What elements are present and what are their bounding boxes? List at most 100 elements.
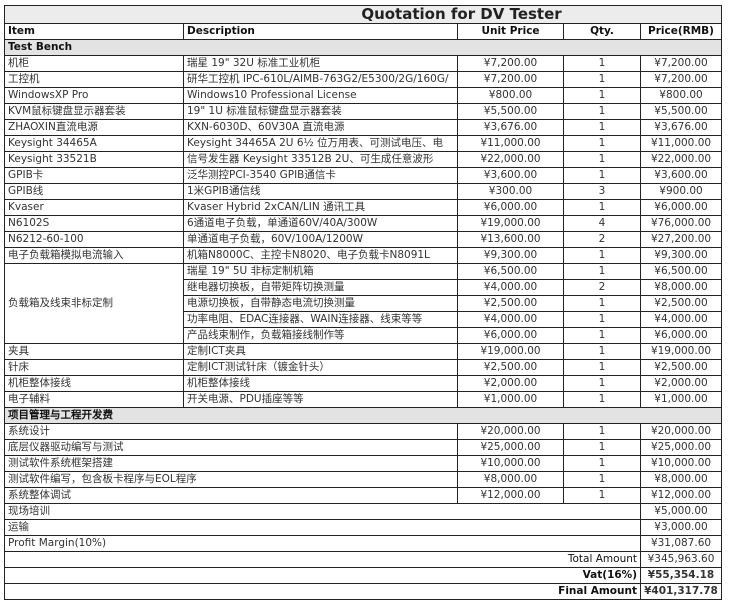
qty-cell[interactable]: 1 — [563, 327, 641, 344]
item-cell[interactable]: 底层仪器驱动编写与测试 — [4, 439, 458, 456]
unit-price-cell[interactable]: ¥8,000.00 — [457, 471, 564, 488]
price-cell[interactable]: ¥4,000.00 — [640, 311, 722, 328]
qty-cell[interactable]: 1 — [563, 439, 641, 456]
description-cell[interactable]: KXN-6030D、60V30A 直流电源 — [183, 119, 458, 136]
unit-price-cell[interactable]: ¥25,000.00 — [457, 439, 564, 456]
qty-cell[interactable]: 1 — [563, 55, 641, 72]
price-cell[interactable]: ¥7,200.00 — [640, 71, 722, 88]
unit-price-cell[interactable]: ¥300.00 — [457, 183, 564, 200]
qty-cell[interactable]: 1 — [563, 375, 641, 392]
item-cell[interactable]: ZHAOXIN直流电源 — [4, 119, 184, 136]
item-cell[interactable]: 夹具 — [4, 343, 184, 360]
description-cell[interactable]: 定制ICT测试针床（镀金针头） — [183, 359, 458, 376]
unit-price-cell[interactable]: ¥12,000.00 — [457, 487, 564, 504]
unit-price-cell[interactable]: ¥5,500.00 — [457, 103, 564, 120]
unit-price-cell[interactable]: ¥2,500.00 — [457, 295, 564, 312]
header-item[interactable]: Item — [4, 23, 184, 40]
description-cell[interactable]: Kvaser Hybrid 2xCAN/LIN 通讯工具 — [183, 199, 458, 216]
unit-price-cell[interactable]: ¥800.00 — [457, 87, 564, 104]
qty-cell[interactable]: 1 — [563, 391, 641, 408]
unit-price-cell[interactable]: ¥19,000.00 — [457, 343, 564, 360]
description-cell[interactable]: 功率电阻、EDAC连接器、WAIN连接器、线束等等 — [183, 311, 458, 328]
item-cell[interactable]: KVM鼠标键盘显示器套装 — [4, 103, 184, 120]
qty-cell[interactable]: 1 — [563, 71, 641, 88]
unit-price-cell[interactable]: ¥6,500.00 — [457, 263, 564, 280]
item-cell[interactable]: 针床 — [4, 359, 184, 376]
unit-price-cell[interactable]: ¥13,600.00 — [457, 231, 564, 248]
unit-price-cell[interactable]: ¥10,000.00 — [457, 455, 564, 472]
item-cell[interactable]: Profit Margin(10%) — [4, 535, 641, 552]
description-cell[interactable]: 开关电源、PDU插座等等 — [183, 391, 458, 408]
price-cell[interactable]: ¥76,000.00 — [640, 215, 722, 232]
item-cell[interactable]: 系统整体调试 — [4, 487, 458, 504]
qty-cell[interactable]: 1 — [563, 263, 641, 280]
description-cell[interactable]: 19" 1U 标准鼠标键盘显示器套装 — [183, 103, 458, 120]
item-cell[interactable]: GPIB卡 — [4, 167, 184, 184]
item-cell[interactable]: N6102S — [4, 215, 184, 232]
price-cell[interactable]: ¥10,000.00 — [640, 455, 722, 472]
header-unit-price[interactable]: Unit Price — [457, 23, 564, 40]
qty-cell[interactable]: 1 — [563, 311, 641, 328]
price-cell[interactable]: ¥11,000.00 — [640, 135, 722, 152]
total-value[interactable]: ¥55,354.18 — [640, 567, 722, 584]
description-cell[interactable]: 机柜整体接线 — [183, 375, 458, 392]
description-cell[interactable]: 信号发生器 Keysight 33512B 2U、可生成任意波形 — [183, 151, 458, 168]
price-cell[interactable]: ¥9,300.00 — [640, 247, 722, 264]
qty-cell[interactable]: 1 — [563, 487, 641, 504]
price-cell[interactable]: ¥1,000.00 — [640, 391, 722, 408]
price-cell[interactable]: ¥2,000.00 — [640, 375, 722, 392]
unit-price-cell[interactable]: ¥4,000.00 — [457, 279, 564, 296]
price-cell[interactable]: ¥6,000.00 — [640, 199, 722, 216]
description-cell[interactable]: 6通道电子负载，单通道60V/40A/300W — [183, 215, 458, 232]
total-value[interactable]: ¥345,963.60 — [640, 551, 722, 568]
description-cell[interactable]: 产品线束制作，负载箱接线制作等 — [183, 327, 458, 344]
price-cell[interactable]: ¥800.00 — [640, 87, 722, 104]
price-cell[interactable]: ¥27,200.00 — [640, 231, 722, 248]
price-cell[interactable]: ¥6,500.00 — [640, 263, 722, 280]
description-cell[interactable]: 定制ICT夹具 — [183, 343, 458, 360]
unit-price-cell[interactable]: ¥2,500.00 — [457, 359, 564, 376]
item-cell[interactable]: 机柜 — [4, 55, 184, 72]
price-cell[interactable]: ¥12,000.00 — [640, 487, 722, 504]
qty-cell[interactable]: 1 — [563, 295, 641, 312]
qty-cell[interactable]: 1 — [563, 119, 641, 136]
description-cell[interactable]: 电源切换板，自带静态电流切换测量 — [183, 295, 458, 312]
unit-price-cell[interactable]: ¥1,000.00 — [457, 391, 564, 408]
description-cell[interactable]: 研华工控机 IPC-610L/AIMB-763G2/E5300/2G/160G/ — [183, 71, 458, 88]
description-cell[interactable]: 继电器切换板，自带矩阵切换测量 — [183, 279, 458, 296]
item-cell[interactable]: Keysight 34465A — [4, 135, 184, 152]
description-cell[interactable]: 机箱N8000C、主控卡N8020、电子负载卡N8091L — [183, 247, 458, 264]
price-cell[interactable]: ¥2,500.00 — [640, 359, 722, 376]
unit-price-cell[interactable]: ¥4,000.00 — [457, 311, 564, 328]
description-cell[interactable]: 1米GPIB通信线 — [183, 183, 458, 200]
unit-price-cell[interactable]: ¥2,000.00 — [457, 375, 564, 392]
item-cell[interactable]: GPIB线 — [4, 183, 184, 200]
section-title[interactable]: 项目管理与工程开发费 — [4, 407, 722, 424]
price-cell[interactable]: ¥20,000.00 — [640, 423, 722, 440]
unit-price-cell[interactable]: ¥6,000.00 — [457, 199, 564, 216]
price-cell[interactable]: ¥3,000.00 — [640, 519, 722, 536]
description-cell[interactable]: 瑞星 19" 5U 非标定制机箱 — [183, 263, 458, 280]
header-qty[interactable]: Qty. — [563, 23, 641, 40]
qty-cell[interactable]: 1 — [563, 135, 641, 152]
item-cell[interactable]: Kvaser — [4, 199, 184, 216]
price-cell[interactable]: ¥3,600.00 — [640, 167, 722, 184]
item-cell[interactable]: 机柜整体接线 — [4, 375, 184, 392]
price-cell[interactable]: ¥2,500.00 — [640, 295, 722, 312]
price-cell[interactable]: ¥25,000.00 — [640, 439, 722, 456]
qty-cell[interactable]: 1 — [563, 471, 641, 488]
item-cell[interactable]: 系统设计 — [4, 423, 458, 440]
unit-price-cell[interactable]: ¥7,200.00 — [457, 71, 564, 88]
item-cell[interactable]: 电子负载箱模拟电流输入 — [4, 247, 184, 264]
unit-price-cell[interactable]: ¥11,000.00 — [457, 135, 564, 152]
qty-cell[interactable]: 1 — [563, 343, 641, 360]
qty-cell[interactable]: 1 — [563, 455, 641, 472]
qty-cell[interactable]: 2 — [563, 279, 641, 296]
price-cell[interactable]: ¥5,500.00 — [640, 103, 722, 120]
qty-cell[interactable]: 1 — [563, 247, 641, 264]
item-cell[interactable]: 测试软件系统框架搭建 — [4, 455, 458, 472]
price-cell[interactable]: ¥31,087.60 — [640, 535, 722, 552]
total-value[interactable]: ¥401,317.78 — [640, 583, 722, 600]
total-label[interactable]: Total Amount — [4, 551, 641, 568]
price-cell[interactable]: ¥19,000.00 — [640, 343, 722, 360]
